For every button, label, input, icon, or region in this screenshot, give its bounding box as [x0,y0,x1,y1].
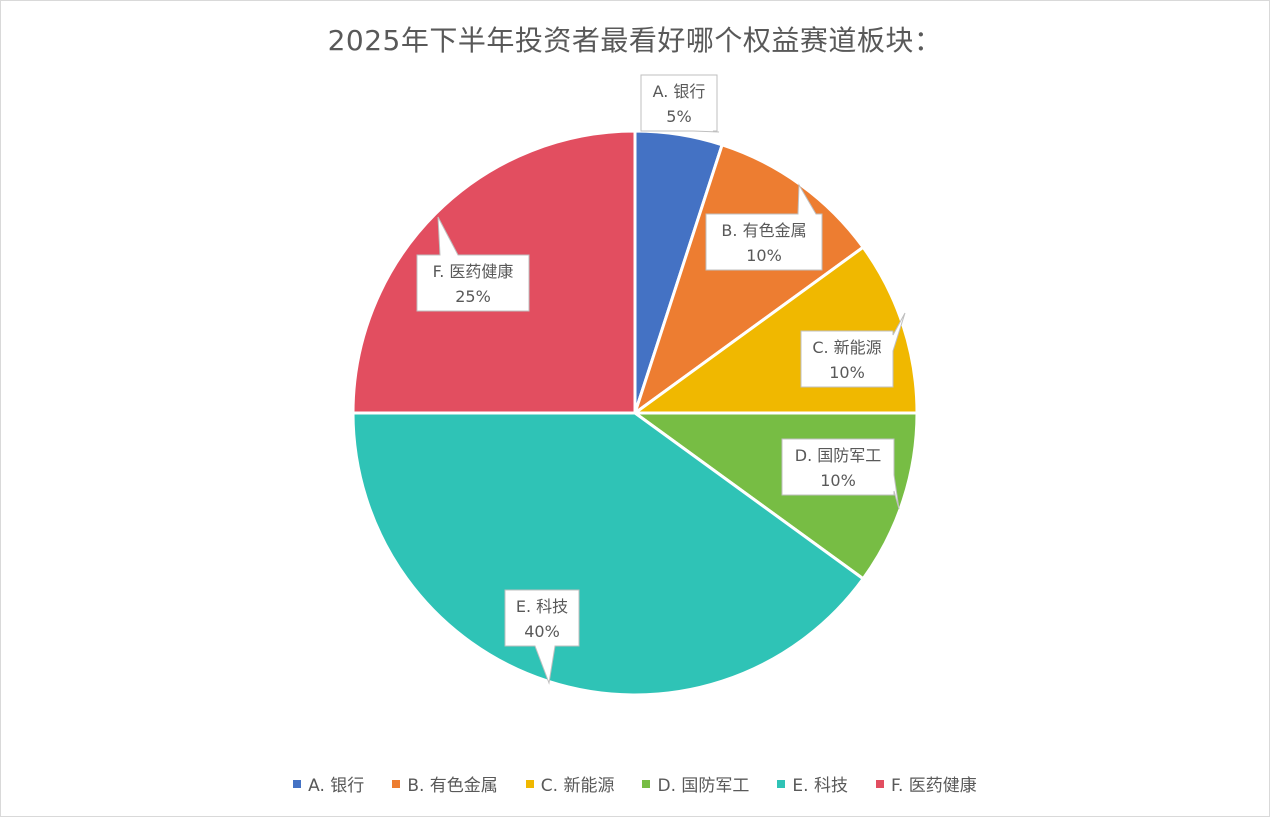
legend-label: A. 银行 [308,776,365,796]
chart-title: 2025年下半年投资者最看好哪个权益赛道板块： [327,24,943,57]
data-label: F. 医药健康 25% [416,216,530,312]
data-label: A. 银行 5% [640,74,720,133]
data-label-category: F. 医药健康 [433,262,514,281]
data-label-box [504,589,580,685]
data-label-box [800,312,906,388]
legend-label: E. 科技 [792,776,848,796]
data-label-category: C. 新能源 [812,338,881,357]
legend-item: E. 科技 [777,771,848,796]
chart-legend: A. 银行 B. 有色金属 C. 新能源 D. 国防军工 E. 科技 F. 医药健康 [1,771,1269,796]
pie-data-labels: A. 银行 5% B. 有色金属 10% C. 新能源 10% D. 国防军工 10% E. 科… [416,74,906,685]
data-label-category: B. 有色金属 [721,221,806,240]
legend-swatch [642,779,651,788]
legend-item: F. 医药健康 [875,771,977,796]
legend-swatch [525,779,534,788]
data-label-value: 25% [455,287,491,306]
legend-swatch [293,779,302,788]
legend-item: A. 银行 [293,771,364,796]
legend-label: C. 新能源 [540,776,615,796]
pie-slices [351,129,919,697]
data-label-box [705,183,823,271]
legend-item: B. 有色金属 [392,771,498,796]
legend-swatch [392,779,401,788]
legend-swatch [875,779,884,788]
legend-label: B. 有色金属 [407,776,498,796]
data-label-value: 40% [524,622,560,641]
data-label-category: E. 科技 [516,597,568,616]
legend-item: C. 新能源 [525,771,615,796]
legend-label: F. 医药健康 [890,776,977,796]
data-label: C. 新能源 10% [800,312,906,388]
data-label-box [640,74,720,133]
legend-item: D. 国防军工 [642,771,749,796]
data-label-value: 10% [746,246,782,265]
data-label-category: D. 国防军工 [795,446,882,465]
legend-label: D. 国防军工 [657,776,750,796]
data-label: D. 国防军工 10% [781,438,900,510]
data-label-value: 10% [820,471,856,490]
data-label-value: 10% [829,363,865,382]
data-label-box [781,438,900,510]
data-label: E. 科技 40% [504,589,580,685]
data-label-value: 5% [666,107,691,126]
data-label-box [416,216,530,312]
legend-swatch [777,779,786,788]
data-label: B. 有色金属 10% [705,183,823,271]
data-label-category: A. 银行 [653,82,706,101]
